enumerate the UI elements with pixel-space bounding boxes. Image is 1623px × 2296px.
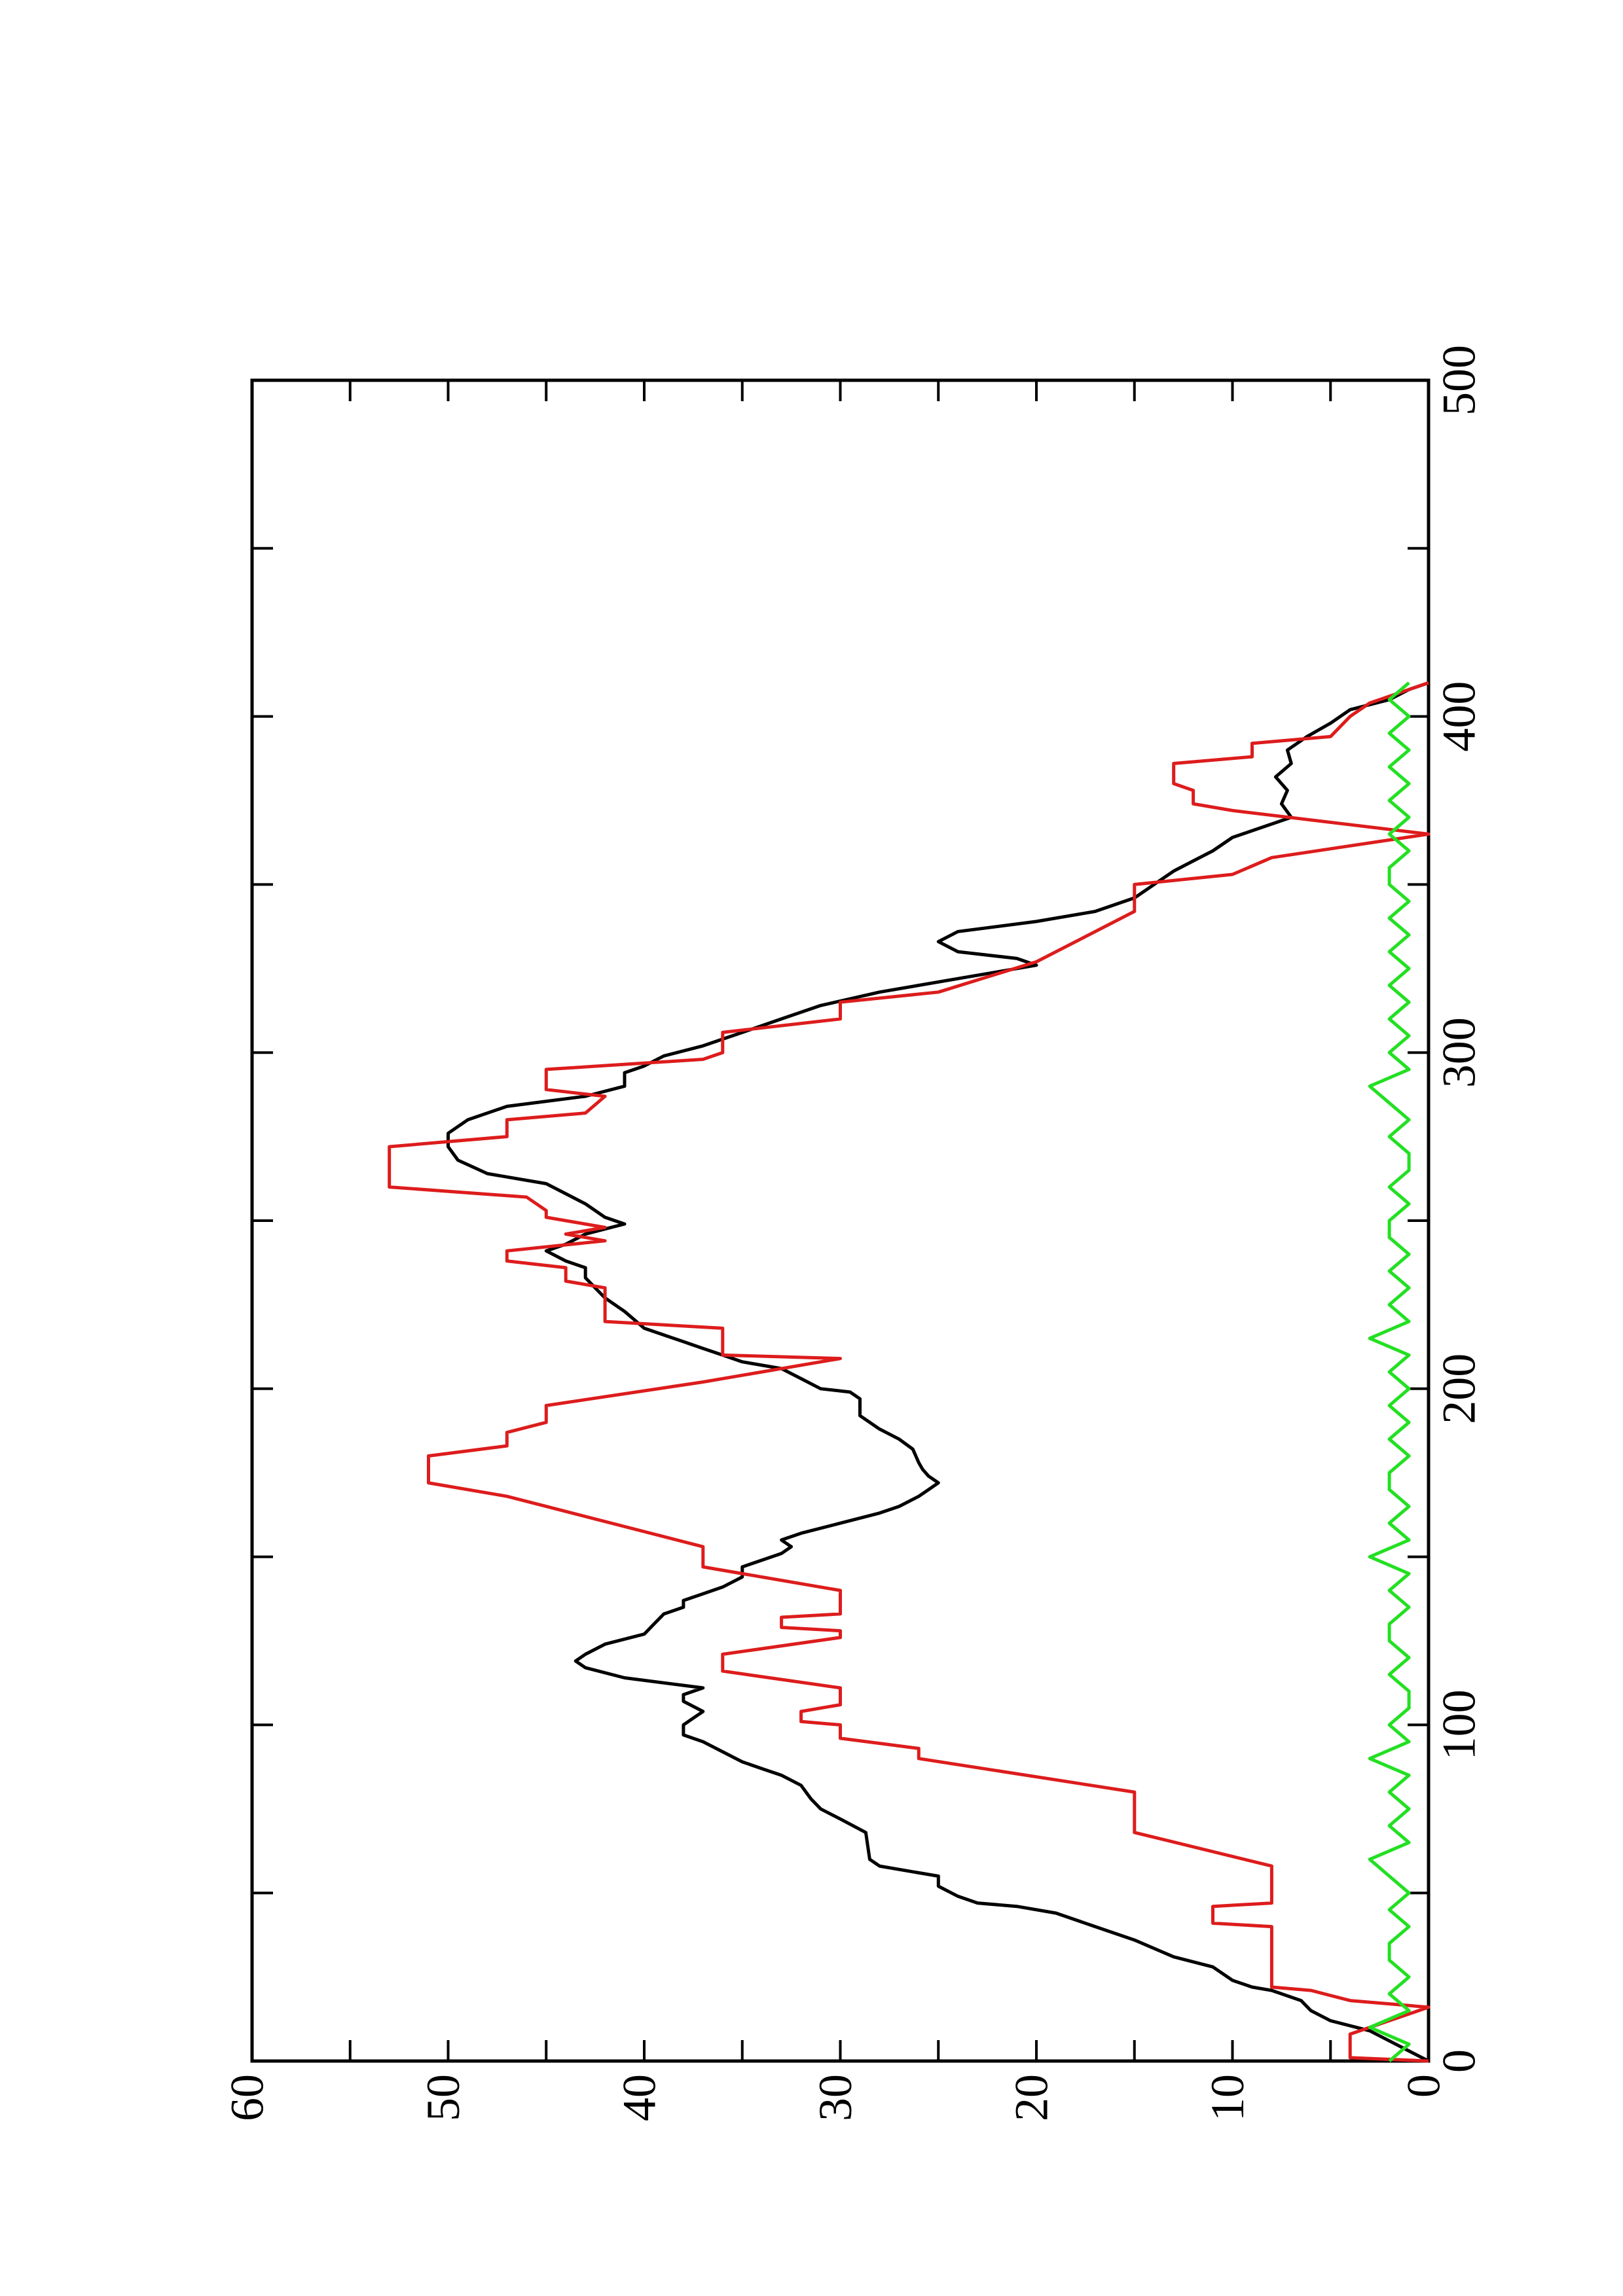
y-tick-label: 40 bbox=[613, 2074, 666, 2121]
y-tick-label: 10 bbox=[1201, 2074, 1254, 2121]
x-tick-label: 200 bbox=[1433, 1354, 1486, 1424]
series-line bbox=[1368, 681, 1411, 2062]
y-tick-label: 30 bbox=[809, 2074, 862, 2121]
series-line bbox=[388, 681, 1431, 2063]
series-line bbox=[447, 681, 1430, 2063]
x-tick-label: 100 bbox=[1433, 1689, 1486, 1760]
x-tick-label: 500 bbox=[1433, 345, 1486, 416]
y-tick-label: 60 bbox=[221, 2074, 274, 2121]
y-tick-label: 50 bbox=[417, 2074, 469, 2121]
plot-frame bbox=[250, 378, 1431, 2063]
x-tick-label: 400 bbox=[1433, 681, 1486, 752]
y-tick-label: 0 bbox=[1398, 2074, 1450, 2098]
y-tick-label: 20 bbox=[1006, 2074, 1058, 2121]
x-tick-label: 300 bbox=[1433, 1017, 1486, 1088]
x-tick-label: 0 bbox=[1433, 2049, 1486, 2073]
